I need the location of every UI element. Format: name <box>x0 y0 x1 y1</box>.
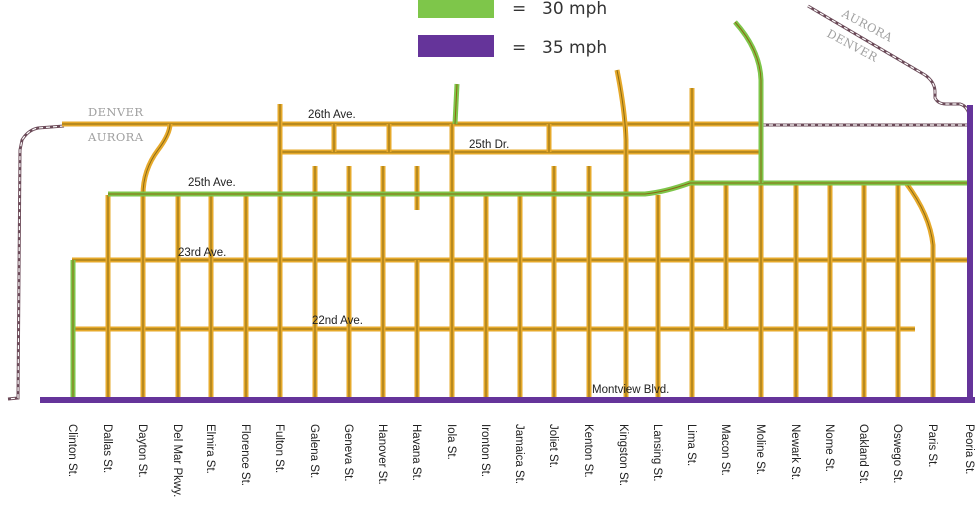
street-label: Dallas St. <box>101 424 113 473</box>
dayton-curve <box>140 123 173 196</box>
avenue-label-25th-dr: 25th Dr. <box>469 139 509 151</box>
street-label: Hanover St. <box>376 424 388 485</box>
speed-30-roads <box>70 20 970 400</box>
legend: = 30 mph = 35 mph <box>418 0 607 58</box>
street-label: Jamaica St. <box>513 424 525 484</box>
dayton-curve-centerline <box>142 123 171 196</box>
city-label-denver-left: DENVER <box>88 105 143 119</box>
street-label: Galena St. <box>308 424 320 478</box>
street-label: Dayton St. <box>136 424 148 478</box>
street-label: Del Mar Pkwy. <box>171 424 183 497</box>
moline-north-speed-30-centerline <box>734 21 762 183</box>
street-label: Peoria St. <box>963 424 975 475</box>
street-label: Havana St. <box>410 424 422 481</box>
street-label: Lima St. <box>685 424 697 466</box>
avenue-25th-speed-30 <box>108 180 970 197</box>
street-label: Moline St. <box>754 424 766 475</box>
speed-35-roads <box>40 105 975 403</box>
street-label: Lansing St. <box>651 424 663 482</box>
moline-north-speed-30 <box>733 20 764 183</box>
street-label: Nome St. <box>823 424 835 472</box>
street-label: Geneva St. <box>342 424 354 482</box>
legend-label-30: 30 mph <box>542 0 607 19</box>
avenue-label-22nd: 22nd Ave. <box>312 315 363 327</box>
avenue-label-23rd: 23rd Ave. <box>178 247 226 259</box>
street-label: Oswego St. <box>891 424 903 483</box>
oswego-curve-centerline <box>905 182 934 260</box>
street-label: Clinton St. <box>66 424 78 477</box>
street-labels: Clinton St. Dallas St. Dayton St. Del Mar P… <box>66 424 975 497</box>
street-label: Ironton St. <box>479 424 491 477</box>
street-label: Kingston St. <box>617 424 629 486</box>
street-label: Macon St. <box>719 424 731 476</box>
street-label: Florence St. <box>239 424 251 486</box>
legend-label-35: 35 mph <box>542 38 607 58</box>
oswego-curve <box>903 181 936 260</box>
street-label: Elmira St. <box>204 424 216 474</box>
iola-north-speed-30-centerline <box>454 83 458 125</box>
street-label: Iola St. <box>445 424 457 460</box>
legend-equals-35: = <box>512 38 526 58</box>
street-label: Oakland St. <box>857 424 869 484</box>
street-label: Fulton St. <box>273 424 285 473</box>
avenue-25th-speed-30-centerline <box>108 182 970 195</box>
city-label-aurora-left: AURORA <box>87 130 144 144</box>
street-label: Joliet St. <box>547 424 559 468</box>
avenue-label-26th: 26th Ave. <box>308 109 356 121</box>
street-label: Newark St. <box>789 424 801 480</box>
avenue-label-montview: Montview Blvd. <box>592 384 669 396</box>
avenue-label-25th: 25th Ave. <box>188 177 236 189</box>
kingston-curve-centerline <box>616 69 627 400</box>
legend-equals-30: = <box>512 0 526 19</box>
legend-swatch-30 <box>418 0 494 18</box>
legend-swatch-35 <box>418 35 494 57</box>
road-network <box>62 69 970 400</box>
street-label: Kenton St. <box>582 424 594 478</box>
city-boundary <box>7 4 972 401</box>
street-label: Paris St. <box>926 424 938 467</box>
